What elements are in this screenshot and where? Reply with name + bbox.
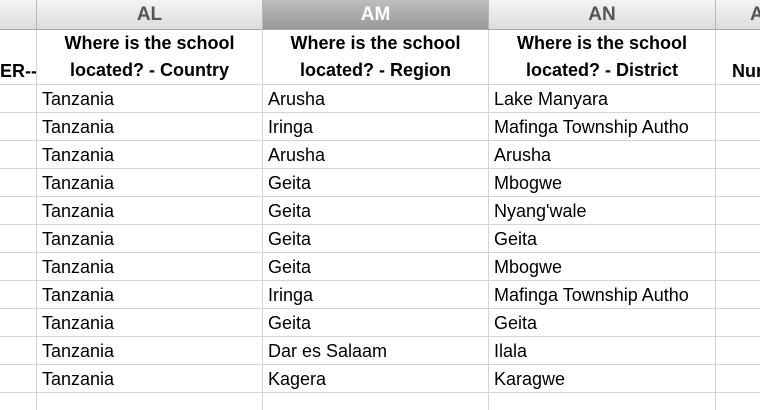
cell[interactable]: Dar es Salaam xyxy=(263,337,489,365)
cell[interactable] xyxy=(0,197,37,225)
column-header[interactable]: AL xyxy=(37,0,263,30)
cell[interactable] xyxy=(0,365,37,393)
cell[interactable] xyxy=(0,309,37,337)
cell[interactable]: Tanzania xyxy=(37,365,263,393)
cell[interactable]: Tanzania xyxy=(37,141,263,169)
cell[interactable]: Geita xyxy=(263,197,489,225)
cell[interactable] xyxy=(0,169,37,197)
cell[interactable] xyxy=(263,393,489,410)
cell[interactable]: Mbogwe xyxy=(489,253,716,281)
cell[interactable]: Tanzania xyxy=(37,169,263,197)
cell[interactable] xyxy=(489,393,716,410)
cell[interactable] xyxy=(716,393,760,410)
cell[interactable] xyxy=(0,225,37,253)
column-header[interactable]: AN xyxy=(489,0,716,30)
cell[interactable] xyxy=(716,337,760,365)
cell[interactable]: Kagera xyxy=(263,365,489,393)
cell[interactable] xyxy=(0,281,37,309)
cell[interactable]: Geita xyxy=(263,225,489,253)
header-cell[interactable]: Nur xyxy=(716,30,760,85)
cell[interactable]: Tanzania xyxy=(37,197,263,225)
cell[interactable]: Tanzania xyxy=(37,281,263,309)
cell[interactable] xyxy=(716,281,760,309)
cell[interactable]: Tanzania xyxy=(37,113,263,141)
cell[interactable] xyxy=(0,393,37,410)
cell[interactable] xyxy=(0,85,37,113)
cell[interactable] xyxy=(716,169,760,197)
cell[interactable] xyxy=(716,85,760,113)
column-header[interactable]: AM xyxy=(263,0,489,30)
cell[interactable]: Arusha xyxy=(263,141,489,169)
cell[interactable] xyxy=(0,113,37,141)
cell[interactable] xyxy=(716,253,760,281)
cell[interactable]: Mbogwe xyxy=(489,169,716,197)
cell[interactable] xyxy=(716,141,760,169)
cell[interactable] xyxy=(0,337,37,365)
column-header[interactable] xyxy=(0,0,37,30)
cell[interactable]: Geita xyxy=(489,309,716,337)
cell[interactable]: Geita xyxy=(263,169,489,197)
cell[interactable]: Nyang'wale xyxy=(489,197,716,225)
cell[interactable]: Arusha xyxy=(263,85,489,113)
header-cell[interactable]: Where is the school located? - District xyxy=(489,30,716,85)
cell[interactable] xyxy=(0,141,37,169)
cell[interactable] xyxy=(716,225,760,253)
cell[interactable] xyxy=(716,113,760,141)
cell[interactable]: Karagwe xyxy=(489,365,716,393)
cell[interactable]: Tanzania xyxy=(37,85,263,113)
cell[interactable] xyxy=(0,253,37,281)
cell[interactable]: Iringa xyxy=(263,113,489,141)
cell[interactable] xyxy=(716,197,760,225)
cell[interactable]: Mafinga Township Autho xyxy=(489,281,716,309)
cell[interactable]: Geita xyxy=(263,253,489,281)
cell[interactable]: Mafinga Township Autho xyxy=(489,113,716,141)
cell[interactable]: Lake Manyara xyxy=(489,85,716,113)
cell[interactable]: Geita xyxy=(263,309,489,337)
cell[interactable]: Tanzania xyxy=(37,337,263,365)
header-cell[interactable]: Where is the school located? - Region xyxy=(263,30,489,85)
cell[interactable] xyxy=(716,309,760,337)
cell[interactable]: Tanzania xyxy=(37,253,263,281)
cell[interactable]: Arusha xyxy=(489,141,716,169)
cell[interactable]: Ilala xyxy=(489,337,716,365)
cell[interactable]: Geita xyxy=(489,225,716,253)
header-cell[interactable]: ER-- xyxy=(0,30,37,85)
cell[interactable]: Tanzania xyxy=(37,309,263,337)
cell[interactable]: Tanzania xyxy=(37,225,263,253)
header-cell[interactable]: Where is the school located? - Country xyxy=(37,30,263,85)
column-header[interactable]: A xyxy=(716,0,760,30)
cell[interactable] xyxy=(37,393,263,410)
cell[interactable]: Iringa xyxy=(263,281,489,309)
cell[interactable] xyxy=(716,365,760,393)
